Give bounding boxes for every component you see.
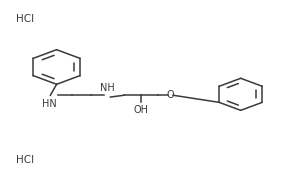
Text: HCl: HCl [15, 155, 34, 165]
Text: HN: HN [41, 99, 56, 109]
Text: NH: NH [100, 83, 114, 92]
Text: O: O [167, 90, 174, 100]
Text: HCl: HCl [15, 14, 34, 24]
Text: OH: OH [134, 105, 148, 115]
